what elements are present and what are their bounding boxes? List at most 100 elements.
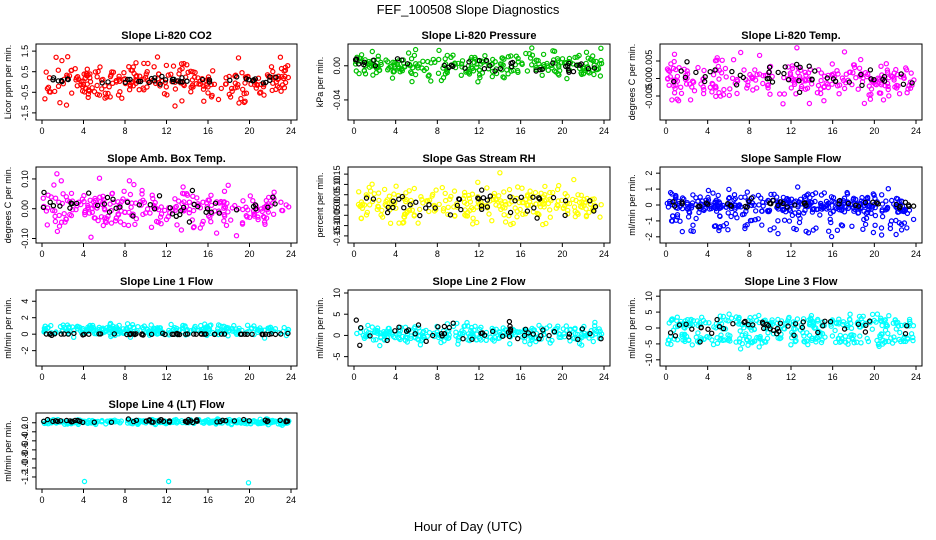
- point-sample: [158, 220, 164, 227]
- point-ref: [67, 205, 73, 211]
- point-sample: [774, 320, 781, 326]
- point-sample: [158, 211, 165, 217]
- point-sample: [89, 322, 96, 329]
- point-ref: [136, 202, 142, 208]
- point-ref: [71, 330, 77, 337]
- point-sample: [888, 73, 894, 79]
- point-sample: [83, 72, 89, 79]
- point-sample: [209, 68, 216, 74]
- point-sample: [814, 89, 821, 96]
- point-sample: [126, 86, 133, 93]
- point-ref: [43, 331, 50, 337]
- point-ref: [536, 195, 542, 201]
- point-ref: [827, 319, 834, 325]
- point-sample: [515, 69, 521, 76]
- point-sample: [205, 197, 211, 203]
- point-sample: [255, 216, 261, 223]
- point-sample: [63, 216, 69, 222]
- point-sample: [471, 59, 477, 66]
- point-sample: [497, 170, 503, 176]
- point-sample: [74, 73, 81, 80]
- point-sample: [163, 62, 170, 69]
- panel-10: Slope Line 4 (LT) Flow ml/min per min. 0 4 8…: [3, 399, 298, 505]
- point-ref: [684, 59, 690, 65]
- point-sample: [749, 75, 756, 82]
- point-sample: [174, 222, 180, 228]
- point-sample: [834, 67, 840, 74]
- x-tick-label: 24: [286, 495, 296, 505]
- x-tick-label: 0: [663, 126, 668, 136]
- point-sample: [770, 331, 777, 337]
- point-sample: [668, 317, 674, 324]
- x-tick-label: 0: [39, 249, 44, 259]
- point-sample: [81, 192, 87, 199]
- point-ref: [530, 331, 537, 337]
- point-sample: [461, 189, 468, 196]
- point-sample: [259, 208, 265, 215]
- point-sample: [901, 220, 908, 226]
- point-sample: [555, 323, 561, 329]
- point-sample: [411, 185, 417, 192]
- point-sample: [880, 97, 887, 103]
- point-ref: [820, 323, 826, 329]
- point-ref: [47, 199, 53, 205]
- point-ref: [484, 204, 491, 210]
- point-sample: [140, 326, 147, 332]
- point-sample: [500, 62, 506, 68]
- point-sample: [103, 327, 110, 334]
- x-tick-label: 0: [663, 372, 668, 382]
- y-axis-label: ml/min per min.: [315, 297, 325, 359]
- point-ref: [216, 210, 222, 216]
- point-sample: [85, 204, 91, 210]
- point-sample: [501, 212, 507, 218]
- point-sample: [734, 90, 740, 97]
- point-ref: [221, 331, 228, 337]
- point-sample: [830, 194, 837, 201]
- point-sample: [723, 317, 729, 323]
- point-sample: [251, 211, 258, 218]
- point-sample: [583, 49, 590, 56]
- point-sample: [197, 225, 203, 231]
- x-tick-label: 24: [599, 249, 609, 259]
- x-tick-label: 24: [286, 249, 296, 259]
- point-sample: [469, 65, 476, 72]
- point-sample: [377, 342, 383, 349]
- point-sample: [840, 321, 846, 328]
- point-sample: [742, 225, 748, 232]
- point-sample: [420, 58, 426, 65]
- y-tick-label: -5: [644, 340, 654, 348]
- point-sample: [788, 85, 795, 91]
- point-ref: [460, 336, 466, 342]
- point-ref: [707, 68, 713, 75]
- point-sample: [592, 319, 598, 326]
- point-sample: [496, 329, 503, 335]
- point-sample: [801, 333, 807, 339]
- point-sample: [691, 87, 698, 94]
- point-sample: [443, 68, 450, 75]
- point-sample: [733, 314, 740, 320]
- point-sample: [353, 68, 359, 74]
- point-sample: [496, 193, 502, 199]
- point-sample: [154, 54, 161, 60]
- point-sample: [82, 207, 89, 214]
- point-ref: [270, 194, 276, 200]
- point-ref: [904, 323, 910, 329]
- point-sample: [728, 315, 735, 321]
- point-sample: [69, 324, 76, 330]
- point-ref: [492, 68, 498, 74]
- point-sample: [236, 325, 242, 331]
- point-sample: [489, 68, 496, 75]
- point-sample: [409, 78, 415, 85]
- point-sample: [52, 195, 59, 201]
- point-sample: [774, 194, 780, 200]
- point-ref: [108, 419, 115, 425]
- point-sample: [201, 420, 207, 426]
- point-ref: [148, 419, 155, 425]
- point-ref: [782, 64, 788, 70]
- point-ref: [353, 317, 359, 323]
- point-sample: [802, 339, 808, 345]
- point-sample: [458, 72, 464, 79]
- point-sample: [189, 77, 196, 83]
- x-tick-label: 12: [786, 126, 796, 136]
- y-tick-label: -0.8: [20, 451, 30, 467]
